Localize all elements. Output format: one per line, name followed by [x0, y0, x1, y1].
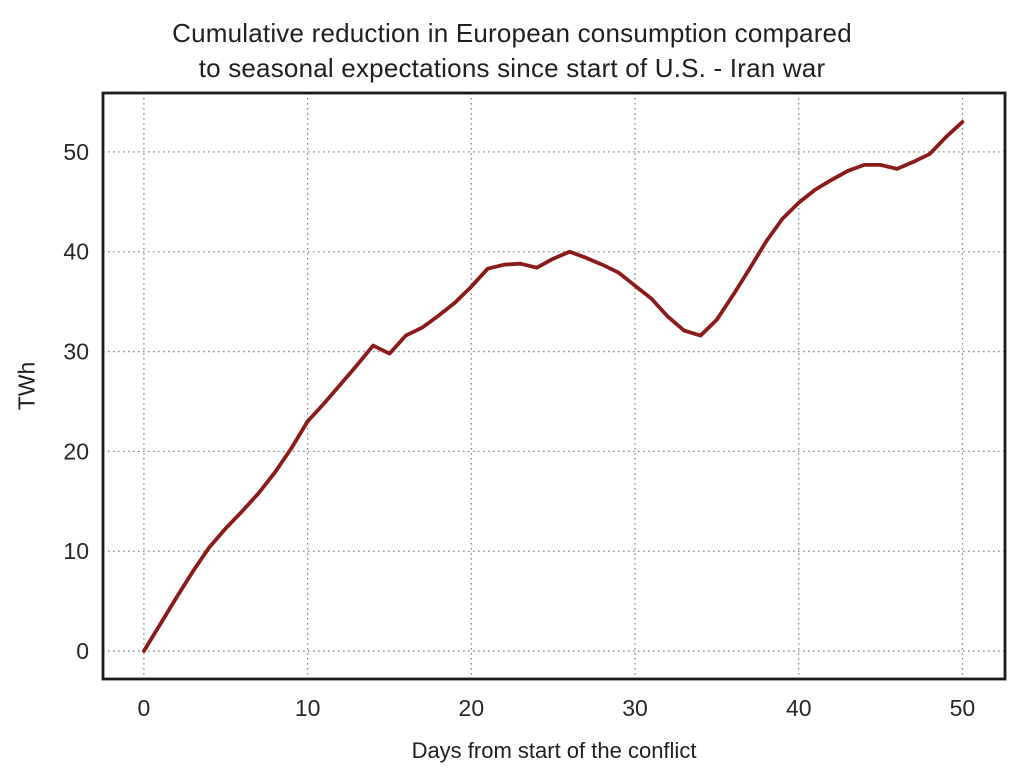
data-line-series: [141, 120, 965, 653]
chart-title: Cumulative reduction in European consump…: [0, 16, 1024, 86]
y-axis-label: TWh: [13, 361, 40, 411]
x-tick-label: 30: [622, 695, 648, 721]
y-tick-label: 10: [63, 538, 89, 564]
plot-frame: [101, 91, 1007, 681]
x-tick-label: 20: [459, 695, 485, 721]
x-axis-label: Days from start of the conflict: [411, 738, 697, 763]
y-tick-label: 50: [63, 139, 89, 165]
y-tick-label: 30: [63, 339, 89, 365]
x-tick-label: 40: [786, 695, 812, 721]
x-tick-label: 0: [138, 695, 151, 721]
y-tick-label: 20: [63, 438, 89, 464]
y-tick-label: 0: [76, 638, 89, 664]
chart-title-line1: Cumulative reduction in European consump…: [172, 18, 852, 48]
x-tick-label: 10: [295, 695, 321, 721]
x-tick-label: 50: [950, 695, 976, 721]
y-tick-label: 40: [63, 239, 89, 265]
chart-title-line2: to seasonal expectations since start of …: [198, 53, 826, 83]
